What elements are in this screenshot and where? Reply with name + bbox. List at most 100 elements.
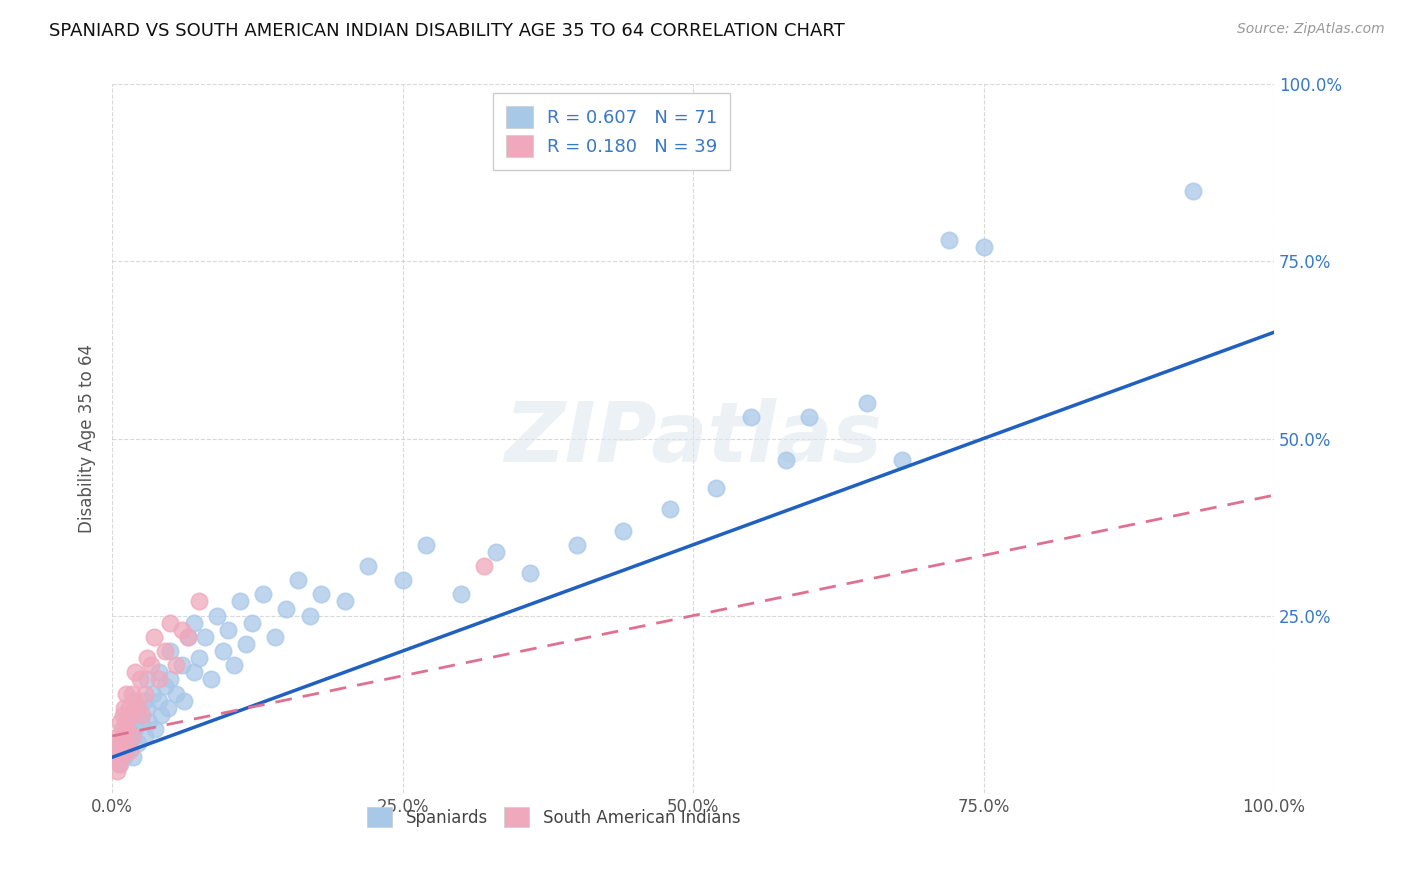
Point	[415, 538, 437, 552]
Point	[124, 722, 146, 736]
Point	[121, 729, 143, 743]
Point	[110, 736, 132, 750]
Text: ZIPatlas: ZIPatlas	[505, 398, 882, 479]
Point	[115, 714, 138, 729]
Point	[484, 545, 506, 559]
Point	[450, 587, 472, 601]
Point	[136, 673, 159, 687]
Point	[704, 481, 727, 495]
Point	[143, 722, 166, 736]
Point	[142, 686, 165, 700]
Point	[740, 410, 762, 425]
Point	[112, 750, 135, 764]
Point	[156, 700, 179, 714]
Point	[153, 644, 176, 658]
Point	[205, 608, 228, 623]
Point	[472, 559, 495, 574]
Point	[124, 665, 146, 680]
Point	[132, 693, 155, 707]
Point	[129, 714, 152, 729]
Point	[276, 601, 298, 615]
Point	[173, 693, 195, 707]
Point	[112, 729, 135, 743]
Point	[120, 707, 142, 722]
Point	[118, 743, 141, 757]
Point	[128, 707, 150, 722]
Point	[891, 452, 914, 467]
Point	[131, 707, 153, 722]
Point	[118, 736, 141, 750]
Point	[287, 573, 309, 587]
Point	[148, 665, 170, 680]
Point	[104, 750, 127, 764]
Point	[115, 686, 138, 700]
Point	[110, 757, 132, 772]
Point	[117, 722, 139, 736]
Point	[139, 658, 162, 673]
Y-axis label: Disability Age 35 to 64: Disability Age 35 to 64	[79, 344, 96, 533]
Point	[229, 594, 252, 608]
Point	[107, 729, 129, 743]
Point	[117, 700, 139, 714]
Point	[183, 665, 205, 680]
Point	[177, 630, 200, 644]
Point	[127, 736, 149, 750]
Point	[112, 729, 135, 743]
Point	[143, 630, 166, 644]
Point	[211, 644, 233, 658]
Point	[108, 757, 131, 772]
Point	[138, 714, 160, 729]
Point	[122, 750, 145, 764]
Point	[612, 524, 634, 538]
Point	[159, 644, 181, 658]
Point	[105, 764, 128, 779]
Point	[298, 608, 321, 623]
Point	[150, 707, 173, 722]
Point	[118, 714, 141, 729]
Point	[217, 623, 239, 637]
Point	[110, 750, 132, 764]
Point	[165, 658, 187, 673]
Point	[938, 233, 960, 247]
Point	[183, 615, 205, 630]
Point	[110, 722, 132, 736]
Point	[357, 559, 380, 574]
Point	[856, 396, 879, 410]
Point	[200, 673, 222, 687]
Point	[235, 637, 257, 651]
Point	[188, 651, 211, 665]
Point	[264, 630, 287, 644]
Point	[107, 743, 129, 757]
Point	[194, 630, 217, 644]
Point	[148, 673, 170, 687]
Point	[333, 594, 356, 608]
Point	[107, 743, 129, 757]
Point	[134, 686, 156, 700]
Point	[1181, 184, 1204, 198]
Point	[124, 700, 146, 714]
Point	[170, 658, 193, 673]
Point	[252, 587, 274, 601]
Text: Source: ZipAtlas.com: Source: ZipAtlas.com	[1237, 22, 1385, 37]
Point	[188, 594, 211, 608]
Point	[121, 686, 143, 700]
Point	[973, 240, 995, 254]
Point	[117, 722, 139, 736]
Point	[129, 673, 152, 687]
Point	[519, 566, 541, 580]
Point	[240, 615, 263, 630]
Point	[112, 700, 135, 714]
Point	[177, 630, 200, 644]
Point	[170, 623, 193, 637]
Point	[111, 707, 134, 722]
Point	[110, 736, 132, 750]
Point	[122, 729, 145, 743]
Point	[224, 658, 246, 673]
Point	[114, 736, 136, 750]
Point	[775, 452, 797, 467]
Point	[110, 714, 132, 729]
Point	[159, 615, 181, 630]
Point	[565, 538, 588, 552]
Point	[391, 573, 413, 587]
Point	[159, 673, 181, 687]
